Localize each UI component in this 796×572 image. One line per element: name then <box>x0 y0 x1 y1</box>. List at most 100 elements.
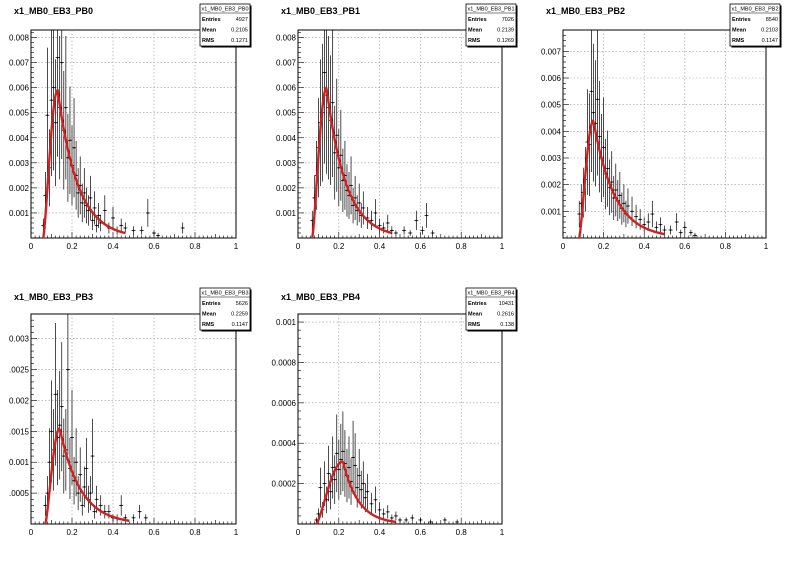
data-point <box>119 218 124 233</box>
data-point <box>589 30 594 172</box>
x-tick-label: 1 <box>764 242 769 251</box>
stats-label: RMS <box>468 322 481 328</box>
x-tick-label: 0.4 <box>374 242 386 251</box>
point-marker <box>606 167 609 170</box>
x-tick-label: 0.4 <box>107 528 119 537</box>
x-tick-label: 1 <box>234 528 239 537</box>
data-point <box>428 519 433 524</box>
point-marker <box>327 472 330 475</box>
data-point <box>414 210 419 231</box>
data-point <box>90 418 95 494</box>
y-tick-label: 0.004 <box>9 134 30 143</box>
point-marker <box>598 135 601 138</box>
data-point <box>131 514 136 522</box>
data-point <box>361 461 366 506</box>
data-point <box>357 448 362 503</box>
point-marker <box>315 519 318 521</box>
stats-label: Mean <box>732 28 747 34</box>
data-point <box>334 78 339 192</box>
point-marker <box>56 56 59 59</box>
data-point <box>357 183 362 223</box>
stats-value: 10431 <box>499 301 514 307</box>
panel-title: x1_MB0_EB3_PB3 <box>14 292 93 302</box>
data-point <box>123 222 128 234</box>
point-marker <box>50 430 53 433</box>
y-tick-label: 0.002 <box>9 396 30 405</box>
data-point <box>80 183 85 223</box>
point-marker <box>643 223 645 226</box>
stats-name: x1_MB0_EB3_PB2 <box>731 7 778 13</box>
stats-label: Mean <box>202 312 217 318</box>
stats-label: Entries <box>202 301 221 307</box>
stats-value: 0.2105 <box>231 28 248 34</box>
point-marker <box>639 218 641 221</box>
data-point <box>613 163 618 217</box>
stats-label: RMS <box>202 38 215 44</box>
point-marker <box>338 468 340 471</box>
data-point <box>94 218 99 233</box>
point-marker <box>386 511 389 513</box>
point-marker <box>403 229 405 232</box>
point-marker <box>323 71 326 74</box>
x-tick-label: 0.8 <box>189 242 201 251</box>
data-point <box>430 230 435 236</box>
point-marker <box>65 106 67 109</box>
data-point <box>84 437 89 499</box>
stats-frame <box>199 287 251 331</box>
point-marker <box>374 212 377 214</box>
point-marker <box>578 213 581 215</box>
point-marker <box>409 232 412 234</box>
point-marker <box>399 519 401 521</box>
data-point <box>359 470 364 509</box>
point-marker <box>362 207 365 209</box>
point-marker <box>73 479 75 482</box>
stats-value: 0.138 <box>500 322 514 328</box>
point-marker <box>132 517 135 519</box>
point-marker <box>140 229 143 232</box>
fit-curve <box>315 460 397 525</box>
data-point <box>349 156 354 215</box>
data-point <box>373 486 378 514</box>
point-marker <box>335 134 338 137</box>
stats-value: 4927 <box>236 17 248 23</box>
x-tick-label: 0.6 <box>679 242 691 251</box>
data-point <box>591 43 596 182</box>
data-point <box>78 447 83 502</box>
point-marker <box>669 229 672 231</box>
data-point <box>420 226 425 235</box>
data-point <box>347 436 351 499</box>
data-point <box>88 476 93 511</box>
point-marker <box>319 486 322 489</box>
y-tick-label: 0.005 <box>541 101 562 110</box>
point-marker <box>592 111 595 114</box>
x-tick-label: 0 <box>29 242 34 251</box>
data-point <box>338 109 343 201</box>
data-point <box>111 206 115 229</box>
data-point <box>82 168 87 218</box>
point-marker <box>679 231 682 234</box>
point-marker <box>81 202 84 204</box>
point-marker <box>619 194 621 197</box>
point-marker <box>360 488 363 491</box>
point-marker <box>370 219 373 222</box>
x-tick-label: 0.6 <box>415 242 427 251</box>
point-marker <box>331 466 334 469</box>
point-marker <box>614 189 617 191</box>
data-point <box>617 171 622 219</box>
x-tick-label: 0.2 <box>333 242 345 251</box>
data-point <box>389 226 394 235</box>
point-marker <box>69 139 71 142</box>
x-tick-label: 0.4 <box>639 242 651 251</box>
point-marker <box>411 517 414 519</box>
fit-curve <box>311 86 393 239</box>
data-point <box>59 342 64 472</box>
point-marker <box>93 510 96 513</box>
stats-label: RMS <box>732 38 745 44</box>
point-marker <box>52 86 55 89</box>
point-marker <box>694 234 696 237</box>
stats-value: 0.1269 <box>497 38 514 44</box>
data-point <box>49 30 54 176</box>
point-marker <box>181 227 184 229</box>
x-tick-label: 0.8 <box>189 528 201 537</box>
stats-box: x1_MB0_EB3_PB0 Entries 4927 Mean 0.2105 RMS 0.… <box>199 3 252 48</box>
